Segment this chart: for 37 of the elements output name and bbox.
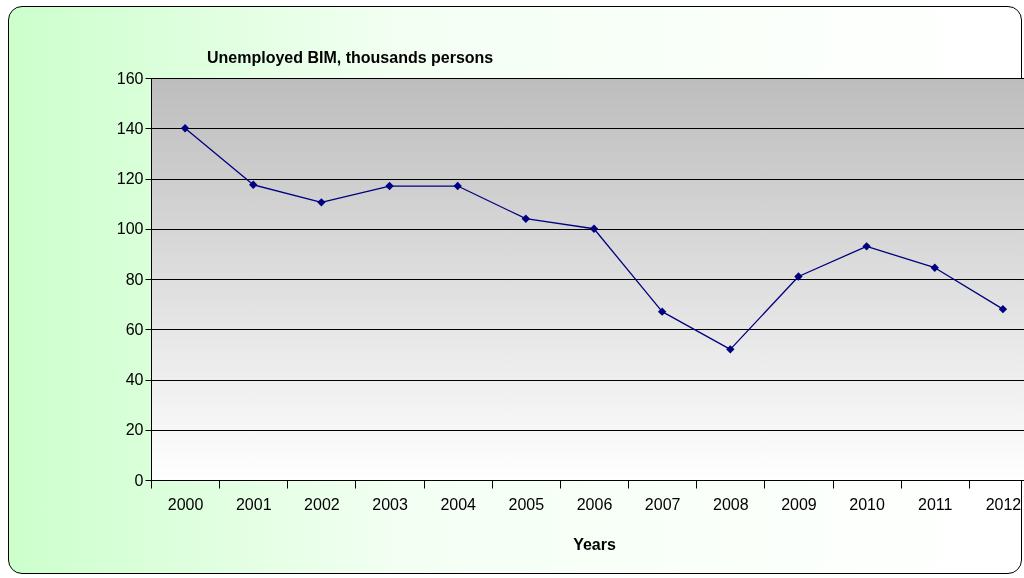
point — [453, 181, 462, 191]
x-tick-label: 2005 — [508, 495, 545, 513]
x-tick-label: 2012 — [985, 495, 1022, 513]
y-tick-label: 100 — [116, 220, 144, 238]
point — [657, 307, 667, 316]
point — [180, 124, 190, 133]
point — [521, 214, 531, 223]
y-tick-label: 40 — [125, 371, 144, 388]
y-tick-label: 80 — [125, 270, 144, 288]
point — [249, 180, 258, 189]
y-tick-label: 60 — [125, 320, 144, 338]
point — [589, 224, 599, 233]
point — [930, 263, 939, 272]
y-tick-label: 160 — [116, 69, 144, 87]
point — [726, 345, 735, 354]
point — [862, 242, 871, 251]
x-tick-label: 2003 — [372, 495, 408, 513]
x-axis-title: Years — [573, 535, 616, 553]
point — [998, 304, 1008, 314]
x-tick-label: 2004 — [440, 495, 477, 513]
point — [317, 198, 326, 207]
y-tick-label: 120 — [116, 170, 144, 187]
x-tick-label: 2007 — [644, 495, 681, 513]
y-tick-label: 20 — [125, 421, 144, 439]
x-tick-label: 2001 — [235, 495, 272, 513]
y-tick-label: 0 — [134, 471, 144, 489]
point — [385, 181, 394, 191]
x-tick-label: 2009 — [781, 495, 817, 513]
x-tick-label: 2011 — [918, 495, 953, 513]
chart-title: Unemployed BIM, thousands persons — [207, 49, 494, 66]
x-tick-label: 2002 — [304, 495, 340, 513]
y-tick-label: 140 — [116, 119, 144, 137]
x-tick-label: 2000 — [167, 495, 204, 513]
x-tick-label: 2008 — [713, 495, 749, 513]
x-tick-label: 2006 — [576, 495, 613, 513]
x-tick-label: 2010 — [849, 495, 886, 513]
point — [794, 272, 803, 281]
